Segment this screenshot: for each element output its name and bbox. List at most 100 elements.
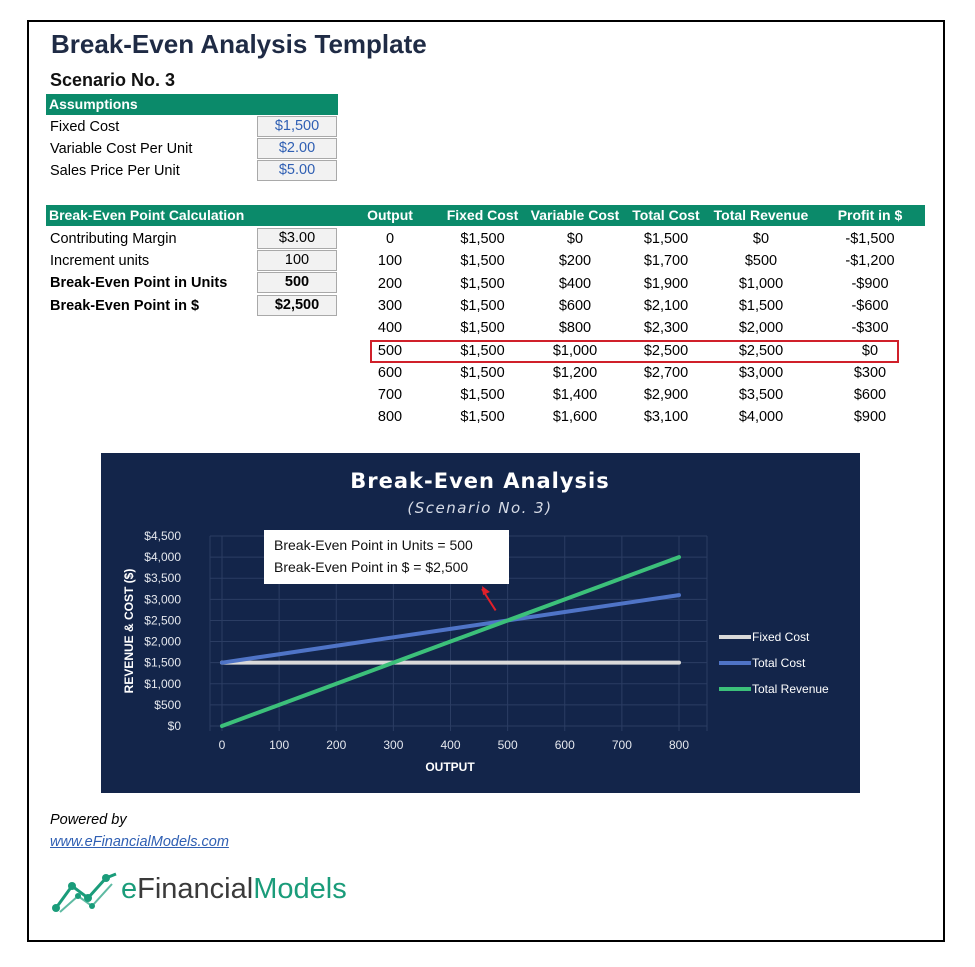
col-header-fixed-cost: Fixed Cost xyxy=(446,207,519,223)
calc-label-contributing-margin: Contributing Margin xyxy=(50,231,177,247)
table-cell-output: 400 xyxy=(377,320,403,337)
y-tick-label: $3,500 xyxy=(144,571,181,585)
table-cell-fixed-cost: $1,500 xyxy=(460,320,505,337)
table-cell-profit: $300 xyxy=(853,364,887,381)
legend-label: Fixed Cost xyxy=(752,630,810,644)
x-tick-label: 500 xyxy=(498,738,518,752)
y-tick-label: $2,000 xyxy=(144,635,181,649)
col-header-total-cost: Total Cost xyxy=(632,207,700,223)
table-cell-variable-cost: $1,200 xyxy=(552,364,598,381)
table-cell-fixed-cost: $1,500 xyxy=(460,387,505,404)
table-cell-fixed-cost: $1,500 xyxy=(460,342,505,359)
bep-dollars-value: $2,500 xyxy=(257,295,337,316)
assumption-label-fixed-cost: Fixed Cost xyxy=(50,119,120,135)
assumption-label-variable-cost: Variable Cost Per Unit xyxy=(50,141,193,157)
table-cell-output: 700 xyxy=(377,387,403,404)
x-tick-label: 700 xyxy=(612,738,632,752)
variable-cost-input[interactable]: $2.00 xyxy=(257,138,337,159)
series-line-total-revenue xyxy=(220,555,681,728)
col-header-output: Output xyxy=(367,207,413,223)
table-cell-variable-cost: $0 xyxy=(566,231,584,247)
table-cell-variable-cost: $800 xyxy=(558,320,592,337)
table-cell-variable-cost: $600 xyxy=(558,297,592,314)
table-cell-profit: $0 xyxy=(861,342,879,359)
table-cell-output: 800 xyxy=(377,409,403,426)
table-cell-total-revenue: $1,500 xyxy=(738,297,784,314)
table-cell-total-revenue: $3,000 xyxy=(738,364,784,381)
y-tick-label: $500 xyxy=(154,698,181,712)
table-cell-profit: -$1,500 xyxy=(845,231,895,247)
legend-label: Total Cost xyxy=(752,656,806,670)
website-link[interactable]: www.eFinancialModels.com xyxy=(50,834,229,850)
table-cell-total-revenue: $4,000 xyxy=(738,409,784,426)
table-cell-fixed-cost: $1,500 xyxy=(460,297,505,314)
logo-e: e xyxy=(121,873,138,905)
table-cell-fixed-cost: $1,500 xyxy=(460,409,505,426)
table-cell-profit: $900 xyxy=(853,409,887,426)
annotation-text: Break-Even Point in Units = 500 xyxy=(274,537,473,553)
table-cell-variable-cost: $400 xyxy=(558,275,592,292)
x-tick-label: 400 xyxy=(440,738,460,752)
assumption-label-sales-price: Sales Price Per Unit xyxy=(50,163,180,179)
logo-financial: Financial xyxy=(137,873,254,905)
table-cell-total-revenue: $0 xyxy=(752,231,770,247)
col-header-variable-cost: Variable Cost xyxy=(530,207,620,223)
chart-title: Break-Even Analysis xyxy=(350,469,609,493)
table-cell-output: 0 xyxy=(385,231,395,247)
fixed-cost-input[interactable]: $1,500 xyxy=(257,116,337,137)
powered-by-label: Powered by xyxy=(50,812,127,828)
calculation-header: Break-Even Point Calculation xyxy=(49,207,245,223)
scenario-subtitle: Scenario No. 3 xyxy=(50,70,176,90)
x-axis-label: OUTPUT xyxy=(425,760,475,774)
series-line-total-cost xyxy=(220,593,681,665)
table-cell-output: 600 xyxy=(377,364,403,381)
annotation-text: Break-Even Point in $ = $2,500 xyxy=(274,559,468,575)
table-cell-total-cost: $2,500 xyxy=(643,342,689,359)
contributing-margin-value: $3.00 xyxy=(257,228,337,249)
calc-label-bep-dollars: Break-Even Point in $ xyxy=(50,298,200,314)
break-even-row-highlight xyxy=(370,340,899,363)
y-tick-label: $2,500 xyxy=(144,613,181,627)
table-cell-total-revenue: $1,000 xyxy=(738,275,784,292)
x-tick-label: 300 xyxy=(383,738,403,752)
x-tick-label: 100 xyxy=(269,738,289,752)
assumptions-header: Assumptions xyxy=(46,94,338,115)
increment-units-value: 100 xyxy=(257,250,337,271)
table-cell-fixed-cost: $1,500 xyxy=(460,253,505,270)
y-tick-label: $0 xyxy=(168,719,182,733)
table-cell-output: 200 xyxy=(377,275,403,292)
table-cell-variable-cost: $200 xyxy=(558,253,592,270)
col-header-total-revenue: Total Revenue xyxy=(713,207,809,223)
y-tick-label: $4,500 xyxy=(144,529,181,543)
table-cell-total-cost: $1,900 xyxy=(643,275,689,292)
annotation-box xyxy=(264,530,509,584)
col-header-profit: Profit in $ xyxy=(837,207,903,223)
table-cell-output: 300 xyxy=(377,297,403,314)
table-cell-fixed-cost: $1,500 xyxy=(460,275,505,292)
annotation-arrowhead xyxy=(482,586,490,595)
page-title: Break-Even Analysis Template xyxy=(51,29,427,59)
table-cell-total-cost: $2,300 xyxy=(643,320,689,337)
table-cell-profit: $600 xyxy=(853,387,887,404)
table-cell-output: 100 xyxy=(377,253,403,270)
table-cell-profit: -$600 xyxy=(851,297,889,314)
y-tick-label: $1,500 xyxy=(144,656,181,670)
table-cell-total-revenue: $2,000 xyxy=(738,320,784,337)
table-cell-fixed-cost: $1,500 xyxy=(460,364,505,381)
table-cell-output: 500 xyxy=(377,342,403,359)
sales-price-input[interactable]: $5.00 xyxy=(257,160,337,181)
table-cell-total-revenue: $500 xyxy=(744,253,778,270)
efinancialmodels-logo-icon xyxy=(52,872,117,913)
logo-models: Models xyxy=(253,873,347,905)
table-cell-fixed-cost: $1,500 xyxy=(460,231,505,247)
table-cell-profit: -$300 xyxy=(851,320,889,337)
table-cell-total-revenue: $2,500 xyxy=(738,342,784,359)
chart-subtitle: (Scenario No. 3) xyxy=(407,499,552,517)
y-axis-label: REVENUE & COST ($) xyxy=(122,569,136,694)
calc-label-bep-units: Break-Even Point in Units xyxy=(50,275,228,291)
table-cell-total-cost: $2,900 xyxy=(643,387,689,404)
table-cell-variable-cost: $1,400 xyxy=(552,387,598,404)
break-even-chart: Break-Even Analysis (Scenario No. 3) $0 $50… xyxy=(101,453,860,793)
calc-label-increment-units: Increment units xyxy=(50,253,150,269)
x-tick-label: 600 xyxy=(555,738,575,752)
